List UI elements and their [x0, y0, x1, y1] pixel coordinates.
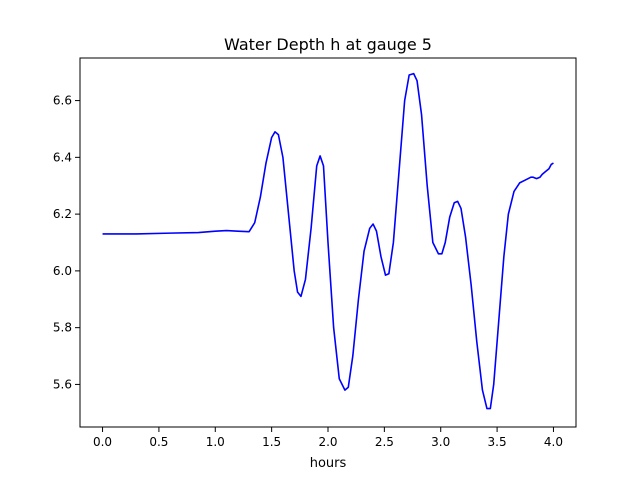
x-tick-label: 1.0	[206, 435, 225, 449]
x-axis-label: hours	[310, 456, 347, 471]
x-tick-label: 2.5	[375, 435, 394, 449]
x-tick-label: 3.5	[488, 435, 507, 449]
y-tick-label: 5.8	[53, 321, 72, 335]
y-tick-label: 6.0	[53, 264, 72, 278]
x-tick-label: 0.0	[93, 435, 112, 449]
y-tick-label: 6.6	[53, 94, 72, 108]
x-tick-label: 2.0	[318, 435, 337, 449]
y-tick-label: 6.2	[53, 207, 72, 221]
x-tick-label: 4.0	[544, 435, 563, 449]
y-tick-label: 5.6	[53, 377, 72, 391]
chart-title: Water Depth h at gauge 5	[224, 35, 432, 54]
y-tick-label: 6.4	[53, 150, 72, 164]
x-tick-label: 1.5	[262, 435, 281, 449]
series-line-0	[102, 72, 554, 410]
x-tick-label: 3.0	[431, 435, 450, 449]
plot-area: 0.0 0.5 1.0 1.5 2.0 2.5 3.0 3.5 4.0 5.6 5.8 6.0 6.2 6…	[53, 57, 577, 449]
x-tick-label: 0.5	[149, 435, 168, 449]
